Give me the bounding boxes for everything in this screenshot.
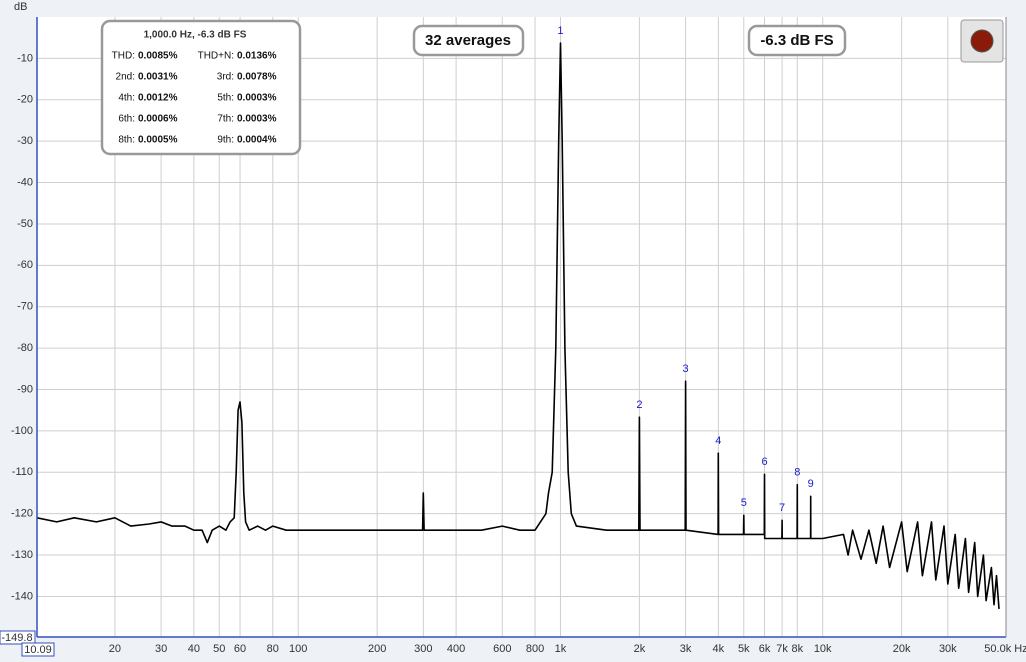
x-tick-label: 200 xyxy=(368,643,386,655)
y-tick-label: -50 xyxy=(17,218,33,230)
y-tick-label: -80 xyxy=(17,342,33,354)
thd-label: 8th: xyxy=(118,135,135,146)
level: -6.3 dB FS xyxy=(760,32,833,49)
thd-value: 0.0003% xyxy=(237,114,277,125)
thd-label: 2nd: xyxy=(116,72,135,83)
x-tick-label: 1k xyxy=(555,643,567,655)
x-tick-label: 30k xyxy=(939,643,957,655)
x-tick-label: 10k xyxy=(814,643,832,655)
harmonic-label: 8 xyxy=(794,467,800,479)
harmonic-label: 5 xyxy=(741,497,747,509)
x-tick-label: 5k xyxy=(738,643,750,655)
thd-value: 0.0004% xyxy=(237,135,277,146)
y-tick-label: -90 xyxy=(17,383,33,395)
x-tick-label: 2k xyxy=(634,643,646,655)
harmonic-label: 3 xyxy=(683,363,689,375)
level-box xyxy=(747,24,847,57)
thd-label: 6th: xyxy=(118,114,135,125)
thd-label: THD+N: xyxy=(198,51,234,62)
harmonic-label: 4 xyxy=(715,435,721,447)
x-tick-label: 50 xyxy=(213,643,225,655)
harmonic-label: 1 xyxy=(557,25,563,37)
thd-title: 1,000.0 Hz, -6.3 dB FS xyxy=(144,30,247,41)
y-tick-label: -10 xyxy=(17,52,33,64)
x-tick-label: 60 xyxy=(234,643,246,655)
averages: 32 averages xyxy=(425,32,511,49)
thd-value: 0.0005% xyxy=(138,135,178,146)
xlim-label: 10.09 xyxy=(24,644,52,656)
x-tick-label: 8k xyxy=(791,643,803,655)
thd-value: 0.0136% xyxy=(237,51,277,62)
thd-label: 9th: xyxy=(217,135,234,146)
x-tick-label: 20k xyxy=(893,643,911,655)
x-tick-label: 400 xyxy=(447,643,465,655)
thd-label: 7th: xyxy=(217,114,234,125)
averages-box xyxy=(412,24,525,57)
x-tick-label: 80 xyxy=(267,643,279,655)
x-tick-label: 40 xyxy=(188,643,200,655)
y-tick-label: -70 xyxy=(17,301,33,313)
y-tick-label: -100 xyxy=(11,425,33,437)
y-tick-label: -140 xyxy=(11,590,33,602)
xlim-box xyxy=(21,642,55,657)
x-tick-label: 3k xyxy=(680,643,692,655)
thd-label: THD: xyxy=(112,51,135,62)
ylim-box xyxy=(0,630,36,645)
x-tick-label: 100 xyxy=(289,643,307,655)
record-icon[interactable] xyxy=(970,29,994,53)
x-tick-label: 800 xyxy=(526,643,544,655)
harmonic-label: 7 xyxy=(779,502,785,514)
y-tick-label: -130 xyxy=(11,549,33,561)
x-tick-label: 20 xyxy=(109,643,121,655)
thd-value: 0.0012% xyxy=(138,93,178,104)
y-tick-label: -60 xyxy=(17,259,33,271)
thd-value: 0.0085% xyxy=(138,51,178,62)
thd-label: 5th: xyxy=(217,93,234,104)
thd-value: 0.0078% xyxy=(237,72,277,83)
harmonic-label: 2 xyxy=(636,399,642,411)
x-tick-label: 600 xyxy=(493,643,511,655)
y-tick-label: -110 xyxy=(12,466,33,478)
y-tick-label: -120 xyxy=(11,508,33,520)
y-axis-label: dB xyxy=(14,1,27,13)
y-tick-label: -20 xyxy=(17,94,33,106)
harmonic-label: 9 xyxy=(808,478,814,490)
thd-label: 3rd: xyxy=(217,72,234,83)
thd-value: 0.0031% xyxy=(138,72,178,83)
ylim-label: -149.8 xyxy=(1,632,32,644)
y-tick-label: -40 xyxy=(17,176,33,188)
harmonic-label: 6 xyxy=(761,456,767,468)
thd-value: 0.0003% xyxy=(237,93,277,104)
x-tick-label: 50.0k Hz xyxy=(984,643,1026,655)
y-tick-label: -30 xyxy=(17,135,33,147)
x-tick-label: 4k xyxy=(713,643,725,655)
x-tick-label: 7k xyxy=(776,643,788,655)
x-tick-label: 30 xyxy=(155,643,167,655)
spectrum-line xyxy=(36,42,1000,609)
thd-label: 4th: xyxy=(118,93,135,104)
x-tick-label: 6k xyxy=(759,643,771,655)
x-tick-label: 300 xyxy=(414,643,432,655)
thd-box xyxy=(100,19,302,156)
thd-value: 0.0006% xyxy=(138,114,178,125)
